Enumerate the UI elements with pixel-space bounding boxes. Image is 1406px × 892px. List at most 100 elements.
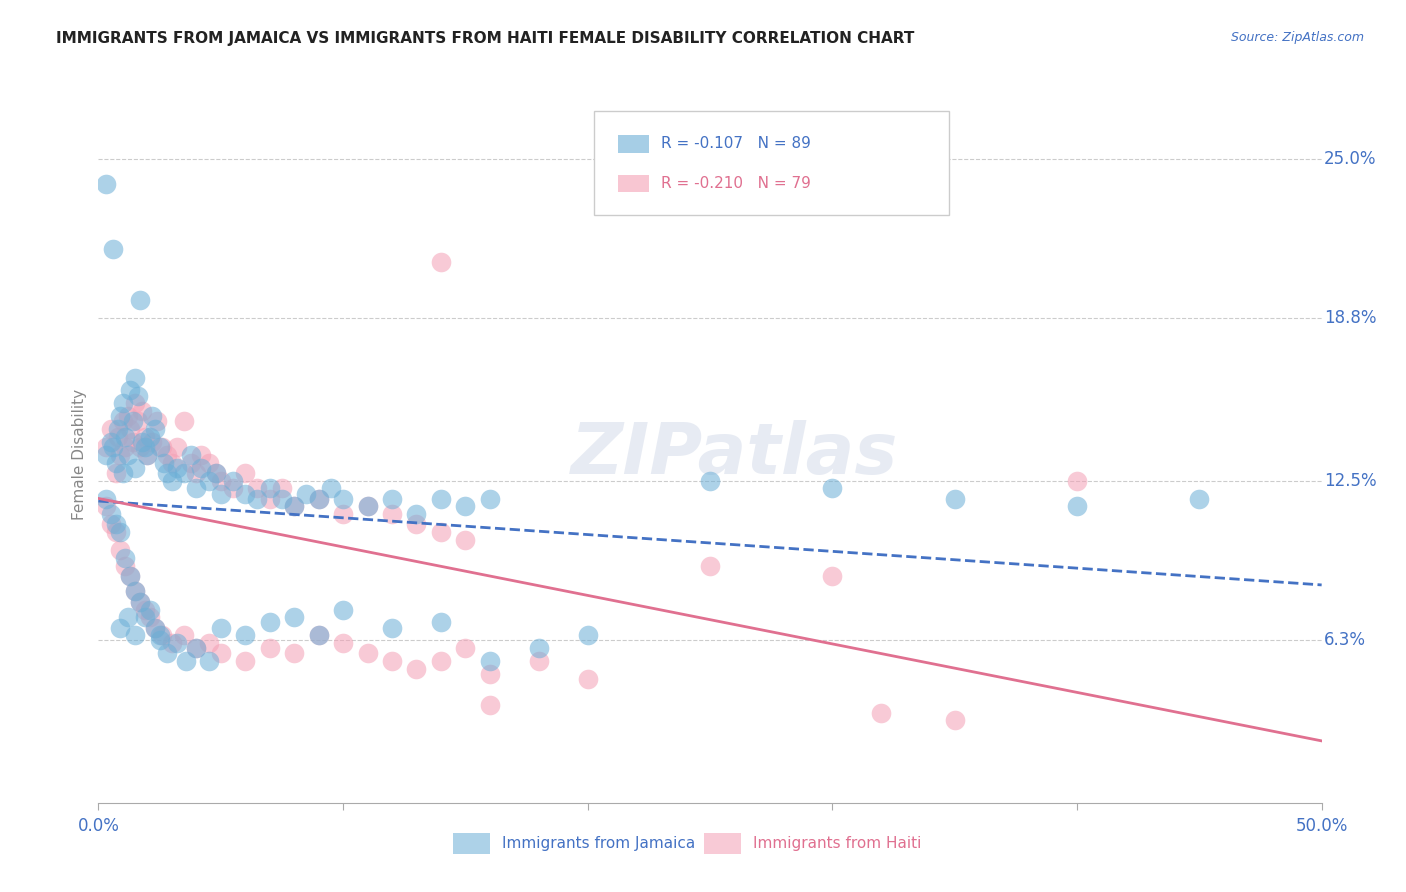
Point: [173, 628, 195, 642]
Point: [134, 602, 156, 616]
Point: [1066, 474, 1088, 488]
Point: [259, 641, 281, 656]
Point: [149, 628, 172, 642]
Point: [356, 646, 378, 660]
Point: [120, 569, 142, 583]
Point: [308, 491, 330, 506]
Text: IMMIGRANTS FROM JAMAICA VS IMMIGRANTS FROM HAITI FEMALE DISABILITY CORRELATION C: IMMIGRANTS FROM JAMAICA VS IMMIGRANTS FR…: [56, 31, 915, 46]
Point: [139, 610, 162, 624]
Point: [131, 435, 153, 450]
Point: [259, 491, 281, 506]
Text: Immigrants from Jamaica: Immigrants from Jamaica: [502, 836, 696, 851]
Point: [94, 491, 117, 506]
Text: Immigrants from Haiti: Immigrants from Haiti: [752, 836, 921, 851]
Point: [454, 641, 477, 656]
FancyBboxPatch shape: [593, 111, 949, 215]
Point: [173, 414, 195, 428]
Point: [134, 430, 156, 444]
Point: [332, 602, 354, 616]
Point: [100, 507, 122, 521]
Point: [180, 448, 202, 462]
Point: [121, 435, 143, 450]
Point: [141, 435, 163, 450]
Point: [943, 714, 966, 728]
Point: [295, 486, 318, 500]
Text: R = -0.107   N = 89: R = -0.107 N = 89: [661, 136, 811, 152]
Point: [134, 610, 156, 624]
Point: [308, 628, 330, 642]
Point: [283, 646, 305, 660]
Point: [943, 491, 966, 506]
Point: [233, 654, 256, 668]
Point: [100, 435, 122, 450]
Point: [319, 482, 342, 496]
Point: [209, 486, 232, 500]
Point: [186, 466, 208, 480]
Point: [117, 448, 139, 462]
Point: [149, 440, 172, 454]
Point: [197, 456, 219, 470]
Point: [94, 440, 117, 454]
Point: [110, 525, 132, 540]
Point: [190, 448, 212, 462]
Point: [131, 404, 153, 418]
Point: [1188, 491, 1211, 506]
Point: [94, 178, 117, 192]
Point: [143, 621, 166, 635]
Point: [94, 448, 117, 462]
Point: [430, 615, 453, 630]
Text: R = -0.210   N = 79: R = -0.210 N = 79: [661, 176, 811, 191]
Point: [478, 698, 501, 712]
Point: [121, 414, 143, 428]
Point: [139, 430, 162, 444]
Point: [332, 636, 354, 650]
Point: [283, 500, 305, 514]
Point: [141, 409, 163, 424]
Point: [527, 654, 550, 668]
Point: [114, 558, 136, 573]
Point: [821, 482, 844, 496]
Point: [124, 396, 146, 410]
Point: [127, 414, 149, 428]
Point: [104, 466, 127, 480]
Point: [146, 414, 169, 428]
FancyBboxPatch shape: [453, 833, 489, 854]
Point: [283, 610, 305, 624]
Point: [699, 558, 721, 573]
Point: [129, 595, 152, 609]
Point: [173, 466, 195, 480]
Point: [381, 507, 404, 521]
Point: [527, 641, 550, 656]
Point: [160, 474, 183, 488]
Point: [381, 654, 404, 668]
Point: [233, 628, 256, 642]
Point: [356, 500, 378, 514]
Point: [381, 621, 404, 635]
Point: [166, 460, 188, 475]
Point: [101, 242, 124, 256]
Point: [114, 551, 136, 566]
Point: [870, 706, 893, 720]
Point: [127, 389, 149, 403]
Point: [430, 525, 453, 540]
Point: [1066, 500, 1088, 514]
Point: [233, 486, 256, 500]
Point: [699, 474, 721, 488]
Point: [209, 621, 232, 635]
Point: [308, 491, 330, 506]
Point: [124, 370, 146, 384]
Point: [160, 636, 183, 650]
Point: [129, 440, 152, 454]
Point: [129, 293, 152, 308]
Point: [110, 621, 132, 635]
Point: [100, 422, 122, 436]
FancyBboxPatch shape: [704, 833, 741, 854]
Point: [405, 517, 427, 532]
Point: [124, 584, 146, 599]
Point: [124, 628, 146, 642]
Text: Source: ZipAtlas.com: Source: ZipAtlas.com: [1230, 31, 1364, 45]
Point: [136, 448, 159, 462]
Point: [110, 448, 132, 462]
Point: [259, 615, 281, 630]
Point: [209, 474, 232, 488]
